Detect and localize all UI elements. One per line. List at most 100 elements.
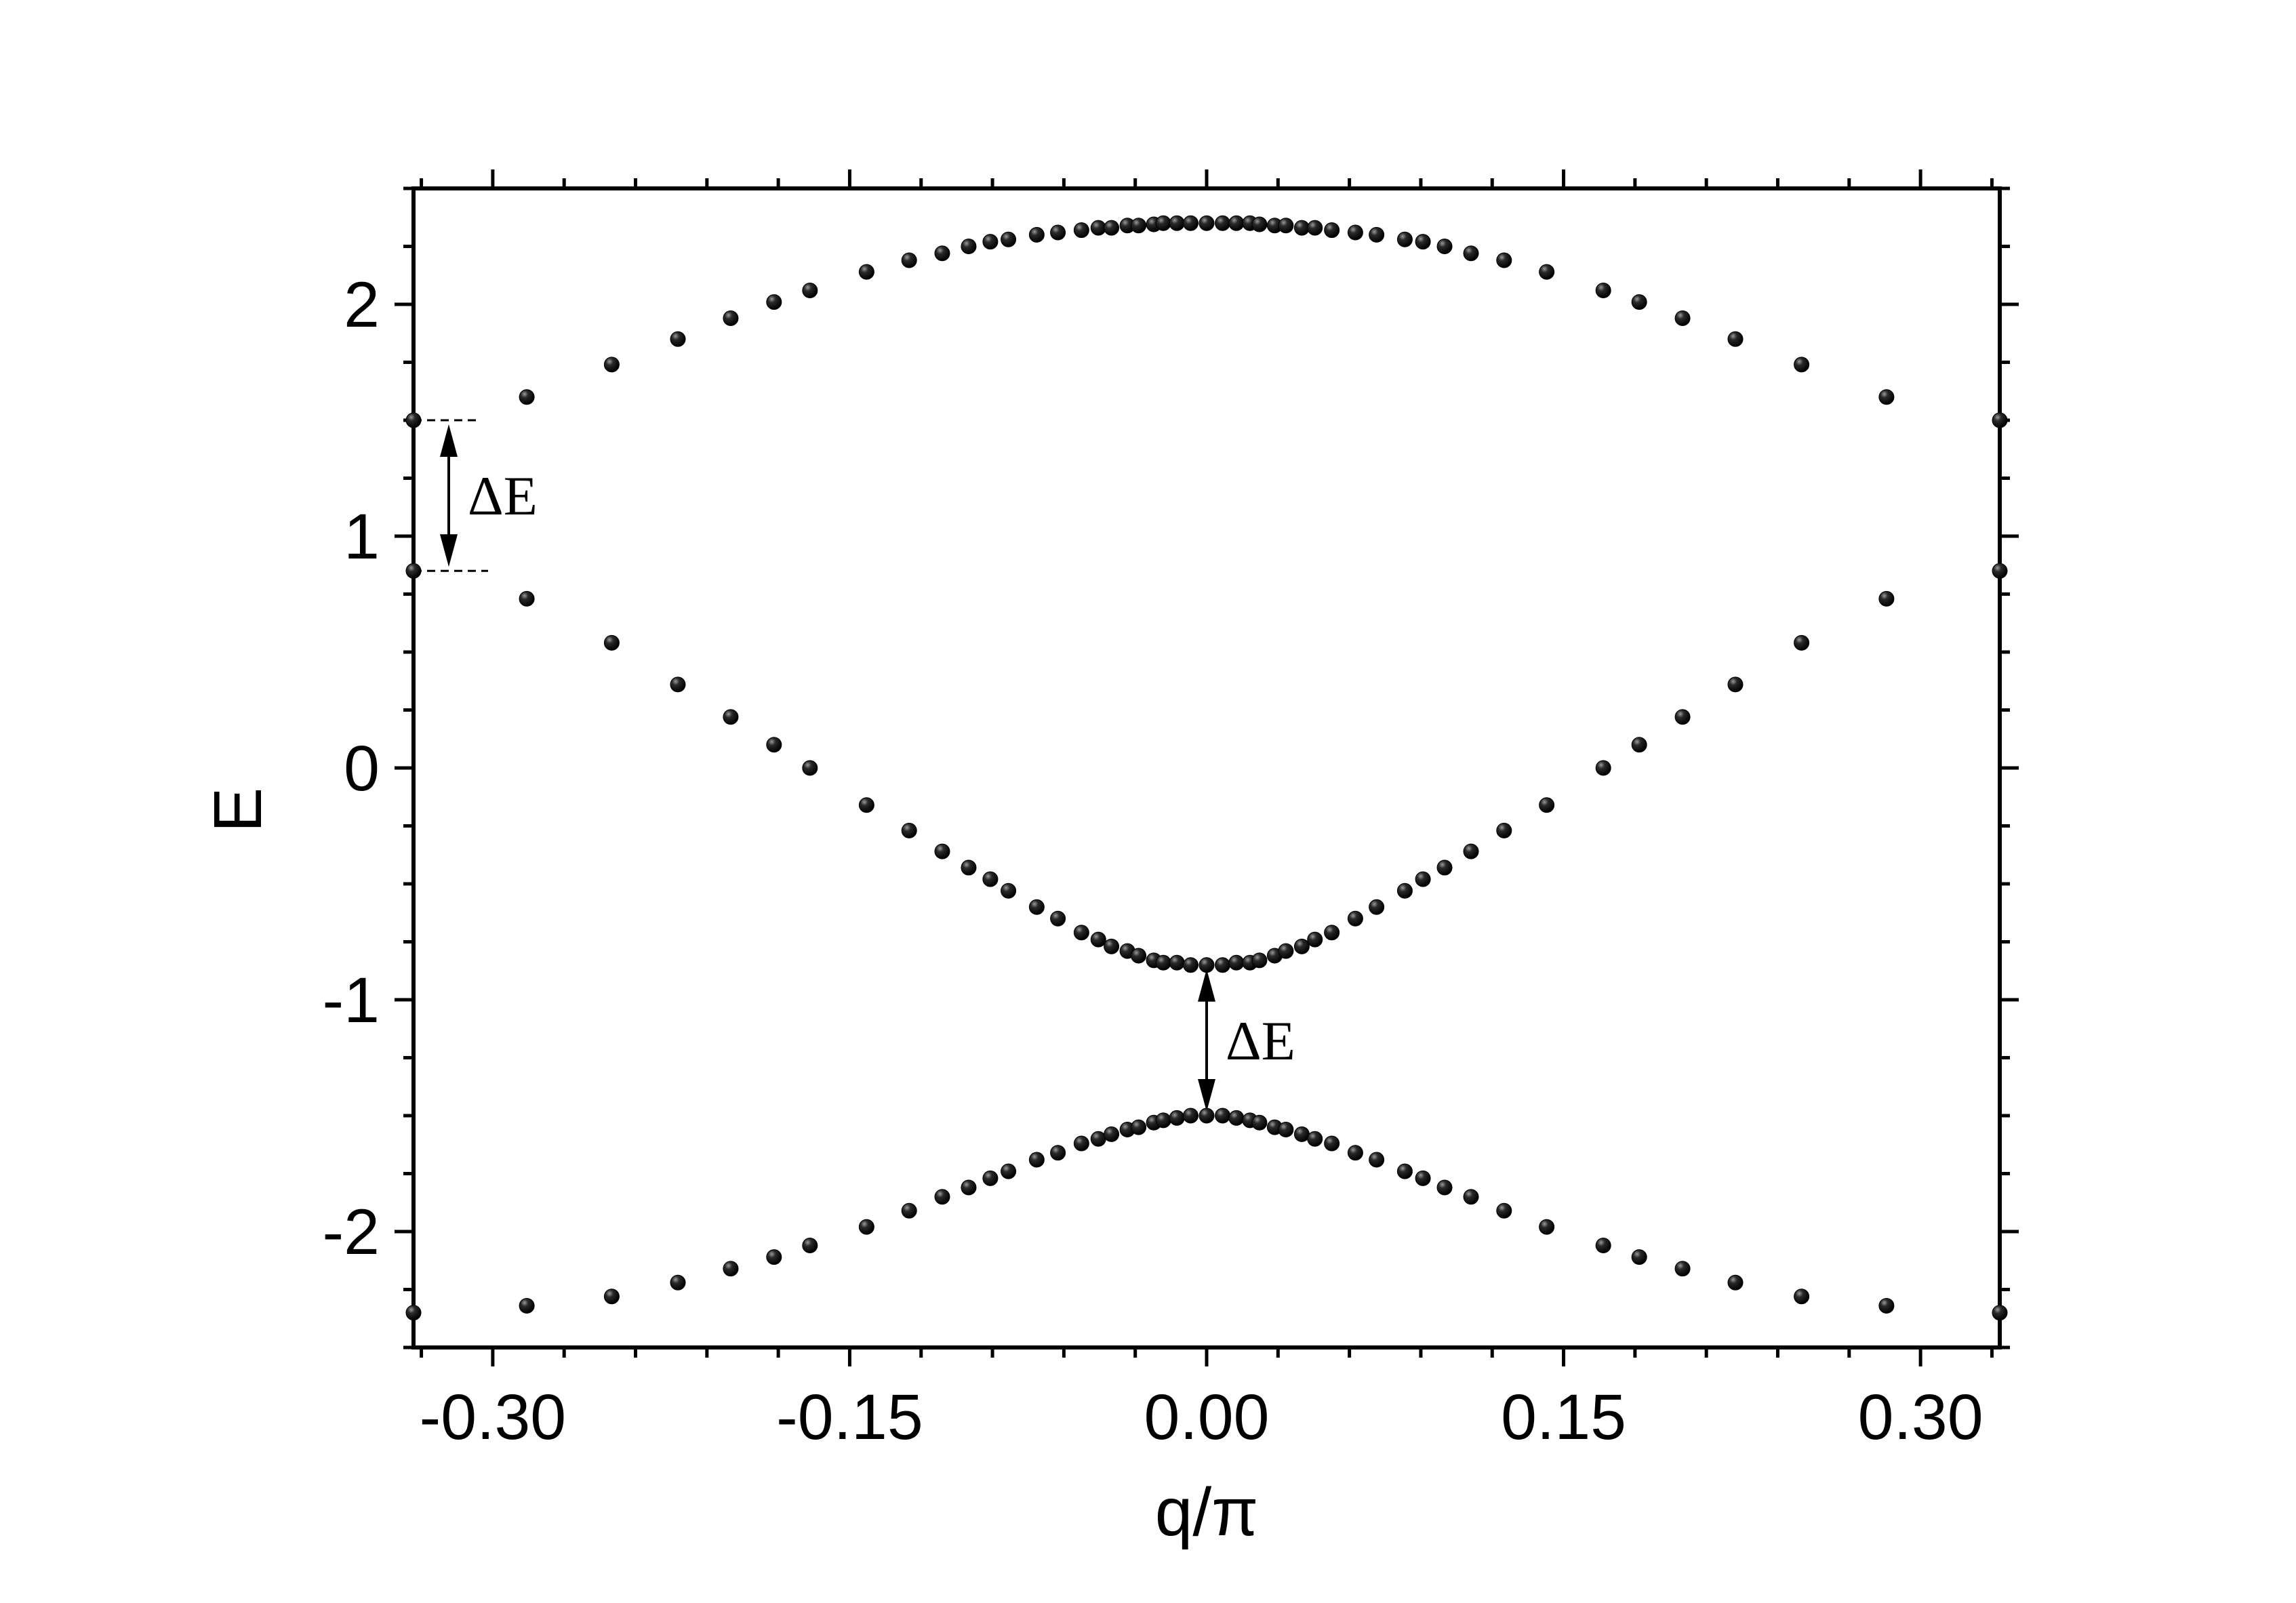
arrow-head-up	[440, 424, 458, 457]
data-point	[1396, 1163, 1413, 1179]
data-point	[1104, 1126, 1120, 1142]
data-point	[934, 1189, 950, 1205]
arrow-head-down	[1198, 1079, 1215, 1112]
data-point	[961, 859, 977, 876]
data-point	[1463, 1189, 1479, 1205]
data-point	[723, 709, 739, 725]
y-tick-label: -2	[323, 1196, 380, 1268]
data-point	[1992, 1305, 2008, 1321]
data-point	[670, 331, 686, 347]
data-point	[405, 563, 422, 579]
x-axis-title: q/π	[1155, 1474, 1258, 1550]
data-point	[858, 264, 874, 280]
data-point	[1199, 1108, 1215, 1124]
data-point	[1169, 215, 1185, 231]
data-point	[1631, 1249, 1647, 1265]
data-point	[1073, 222, 1089, 239]
data-point	[1228, 954, 1245, 971]
data-point	[1436, 859, 1453, 876]
data-point	[1878, 389, 1895, 405]
data-point	[1674, 1261, 1691, 1277]
x-tick-label: -0.15	[776, 1381, 923, 1453]
data-point	[1293, 1126, 1310, 1142]
data-point	[1278, 1122, 1294, 1138]
data-point	[670, 676, 686, 693]
data-point	[1215, 957, 1231, 973]
data-point	[1199, 957, 1215, 973]
data-point	[1293, 220, 1310, 236]
data-point	[519, 1297, 535, 1314]
y-tick-label: 0	[344, 733, 380, 805]
data-point	[603, 1289, 620, 1305]
data-point	[1496, 1202, 1512, 1219]
y-tick-label: 2	[344, 269, 380, 341]
data-point	[1278, 218, 1294, 234]
data-point	[1369, 1152, 1385, 1168]
data-point	[1169, 954, 1185, 971]
data-point	[723, 310, 739, 327]
data-point	[1539, 264, 1555, 280]
arrow-head-down	[440, 534, 458, 567]
data-point	[982, 871, 999, 887]
data-point	[1595, 282, 1611, 298]
data-point	[1278, 943, 1294, 959]
data-point	[961, 1179, 977, 1196]
data-point	[670, 1274, 686, 1291]
data-point	[1073, 1135, 1089, 1152]
data-point	[1539, 797, 1555, 813]
data-point	[1155, 1112, 1171, 1129]
data-point	[1307, 931, 1323, 948]
data-point	[1727, 1274, 1744, 1291]
y-tick-label: 1	[344, 501, 380, 573]
data-point	[405, 1305, 422, 1321]
y-axis-title: E	[200, 788, 276, 833]
data-point	[519, 590, 535, 607]
data-point	[1155, 954, 1171, 971]
annotations: ΔE ΔE	[414, 419, 1295, 1112]
data-point	[1155, 215, 1171, 231]
data-point	[1347, 910, 1363, 927]
data-point	[1131, 218, 1147, 234]
data-point	[1251, 216, 1268, 232]
data-point	[901, 822, 917, 838]
data-point	[1878, 1297, 1895, 1314]
data-point	[1215, 215, 1231, 231]
data-point	[1415, 234, 1431, 250]
data-point	[1436, 1179, 1453, 1196]
data-point	[766, 737, 782, 753]
data-point	[1073, 925, 1089, 941]
data-point	[1463, 843, 1479, 859]
data-point	[1631, 737, 1647, 753]
data-point	[1293, 938, 1310, 954]
data-point	[1415, 871, 1431, 887]
data-point	[519, 389, 535, 405]
data-point	[1028, 1152, 1045, 1168]
data-point	[1794, 634, 1810, 651]
data-point	[1001, 1163, 1017, 1179]
data-point	[603, 357, 620, 373]
data-point	[1001, 231, 1017, 247]
data-point	[1794, 1289, 1810, 1305]
data-point	[405, 412, 422, 428]
data-point	[1396, 882, 1413, 899]
data-point	[1415, 1170, 1431, 1186]
data-point	[1727, 676, 1744, 693]
data-point	[1251, 1114, 1268, 1131]
data-point	[802, 282, 818, 298]
data-point	[1496, 822, 1512, 838]
data-point	[1090, 220, 1106, 236]
data-point	[1001, 882, 1017, 899]
data-point	[1396, 231, 1413, 247]
data-point	[1878, 590, 1895, 607]
data-point	[1228, 1110, 1245, 1126]
data-point	[1992, 563, 2008, 579]
data-point	[802, 760, 818, 776]
data-point	[1595, 760, 1611, 776]
data-point	[1496, 252, 1512, 268]
data-point	[1050, 224, 1066, 241]
data-point	[1794, 357, 1810, 373]
data-point	[1369, 899, 1385, 915]
data-point	[1090, 931, 1106, 948]
data-point	[1324, 222, 1340, 239]
